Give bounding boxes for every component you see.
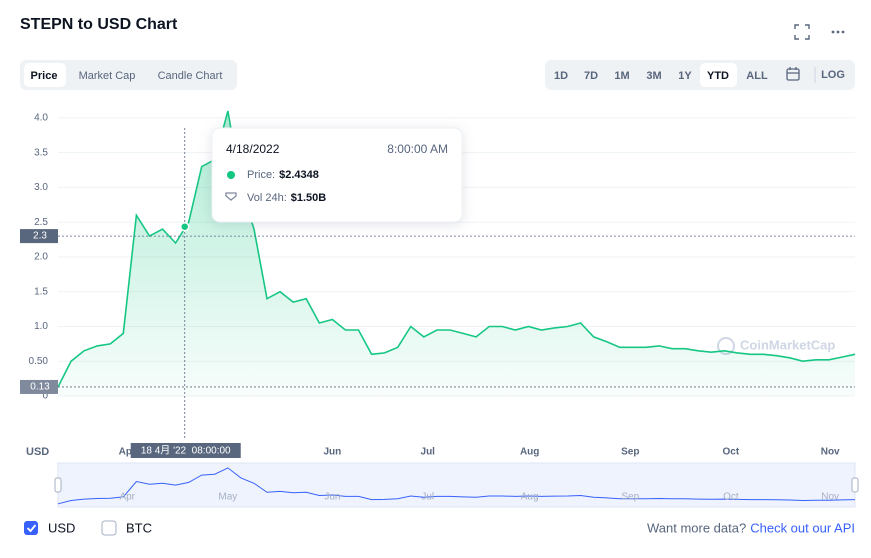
active-range [700,63,737,87]
navigator-tick-label: Oct [723,492,739,503]
range-button[interactable]: YTD [707,70,729,82]
currency-label[interactable]: BTC [126,520,152,535]
y-tick-label: 0 [42,391,48,402]
navigator-tick-label: Jun [324,492,340,503]
range-button[interactable]: 1Y [678,70,692,82]
y-tick-label: 1.0 [34,321,48,332]
navigator [57,462,856,508]
navigator-line [57,467,856,505]
chart-title: STEPN to USD Chart [20,16,178,33]
navigator-tick-label: Sep [621,492,639,503]
y-tick-label: 1.5 [34,286,48,297]
navigator-tick-label: Nov [821,492,839,503]
watermark: CoinMarketCap [740,337,835,352]
navigator-handle[interactable] [54,477,62,493]
price-line-label: 2.3 [33,231,47,242]
x-tick-label: Oct [723,447,740,458]
x-tick-label: Apr [119,447,136,458]
check-mark [26,524,37,533]
tooltip-dot [227,171,235,179]
x-tick-label: Aug [520,447,539,458]
tooltip-price-name: Price: [247,169,275,181]
range-button[interactable]: 3M [646,70,661,82]
price-area [58,111,855,396]
y-tick-label: 3.5 [34,147,48,158]
crosshair-label: 18 4月 '22 08:00:00 [141,445,231,457]
x-tick-label: Jun [323,447,341,458]
range-button[interactable]: 1D [554,70,568,82]
x-tick-label: Jul [421,447,436,458]
y-tick-label: 3.0 [34,182,48,193]
navigator-tick-label: May [218,492,237,503]
tab[interactable]: Market Cap [79,70,136,82]
footer-link[interactable]: Check out our API [750,520,855,535]
log-button[interactable]: LOG [821,69,845,81]
y-tick-label: 4.0 [34,113,48,124]
checkbox[interactable] [101,520,117,536]
currency-label[interactable]: USD [48,520,75,535]
price-line [57,110,856,388]
more-icon[interactable] [831,30,845,34]
calendar-icon[interactable] [786,67,800,81]
tab-group [20,60,237,90]
tooltip-price: $2.4348 [279,169,319,181]
x-tick-label: Sep [621,447,639,458]
tooltip [211,127,463,223]
navigator-handle[interactable] [851,477,859,493]
range-button[interactable]: 7D [584,70,598,82]
tab[interactable]: Price [31,70,58,82]
y-tick-label: 2.0 [34,252,48,263]
hover-point [179,221,190,232]
price-line-box [20,379,58,394]
tooltip-vol: $1.50B [291,192,327,204]
range-button[interactable]: ALL [746,70,768,82]
fullscreen-icon[interactable] [794,24,810,40]
price-line-box [20,229,58,244]
tooltip-vol-icon [225,192,237,201]
tooltip-date: 4/18/2022 [226,142,280,156]
tooltip-vol-name: Vol 24h: [247,192,287,204]
footer-prompt: Want more data? [647,520,746,535]
crosshair-label-box [130,443,241,458]
price-line-label: 0.13 [30,382,50,393]
x-tick-label: Nov [821,447,840,458]
axis-unit: USD [26,446,49,458]
tab[interactable]: Candle Chart [158,70,223,82]
active-tab [24,63,66,87]
y-tick-label: 0.50 [29,356,49,367]
navigator-tick-label: Jul [421,492,434,503]
navigator-tick-label: Apr [119,492,135,503]
checkbox-checked[interactable] [24,521,38,535]
range-button[interactable]: 1M [614,70,629,82]
navigator-tick-label: Aug [521,492,539,503]
tooltip-time: 8:00:00 AM [387,142,448,156]
y-tick-label: 2.5 [34,217,48,228]
